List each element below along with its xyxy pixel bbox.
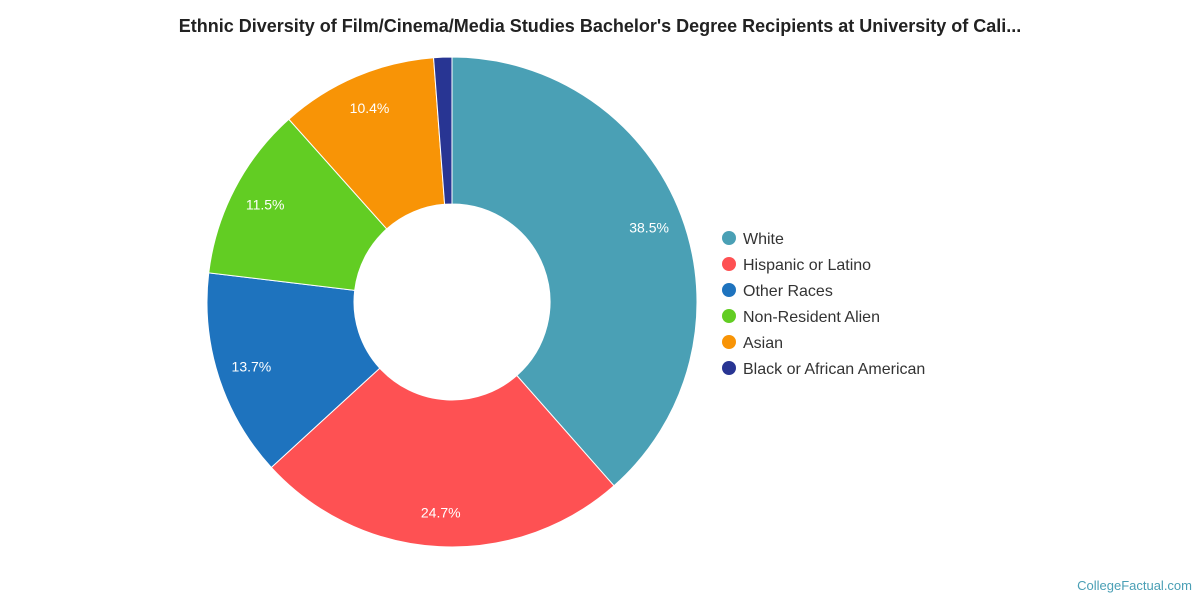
legend-marker-hispanic-or-latino [722,257,736,271]
legend-marker-asian [722,335,736,349]
chart-title: Ethnic Diversity of Film/Cinema/Media St… [178,16,1022,36]
slice-labels-group: 38.5% 24.7% 13.7% 11.5% 10.4% [232,100,669,520]
slice-label-other-races: 13.7% [232,358,272,374]
slice-label-hispanic-or-latino: 24.7% [421,504,461,520]
slice-asian [288,57,446,230]
legend-label-non-resident-alien: Non-Resident Alien [743,309,880,326]
slice-label-asian: 10.4% [350,100,390,116]
slice-label-non-resident-alien: 11.5% [246,197,285,213]
legend-label-hispanic-or-latino: Hispanic or Latino [743,257,871,274]
legend-label-black-or-african-american: Black or African American [743,361,925,378]
legend-marker-black-or-african-american [722,361,736,375]
legend-marker-white [722,231,736,245]
slice-label-white: 38.5% [629,220,669,236]
legend-label-white: White [743,231,784,248]
slice-non-resident-alien [208,118,388,291]
legend-label-other-races: Other Races [743,283,833,300]
watermark: CollegeFactual.com [1077,578,1192,593]
slices-group [206,56,698,548]
slice-black-or-african-american [433,56,453,205]
legend: White Hispanic or Latino Other Races Non-Re… [722,231,925,378]
legend-marker-non-resident-alien [722,309,736,323]
slice-white [451,56,698,487]
legend-label-asian: Asian [743,335,783,352]
slice-other-races [206,272,381,469]
slice-hispanic-or-latino [270,367,615,548]
legend-marker-other-races [722,283,736,297]
